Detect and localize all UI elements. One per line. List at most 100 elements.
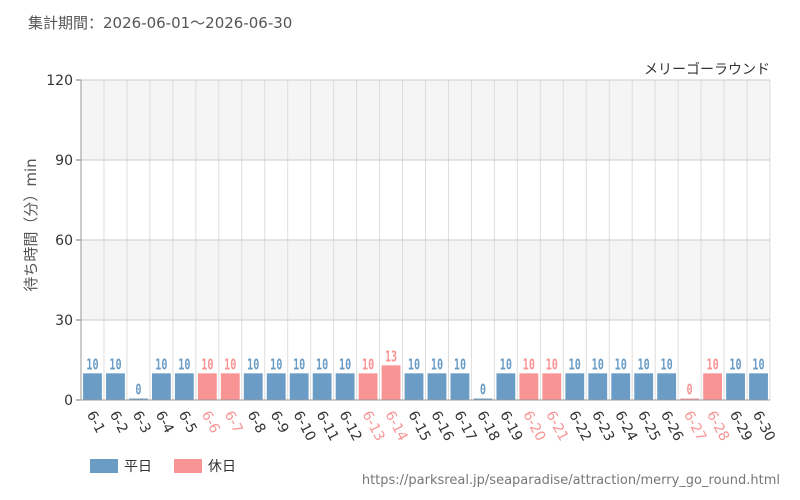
data-label-6-11: 10	[316, 356, 328, 374]
bar-6-26	[657, 373, 677, 400]
vertical-gridlines	[103, 80, 771, 400]
x-tick-label-6-19: 6-19	[496, 408, 525, 444]
bar-6-3	[129, 398, 148, 400]
bar-6-1	[83, 373, 102, 400]
bar-6-28	[703, 373, 722, 400]
x-tick-label-6-13: 6-13	[359, 408, 388, 444]
data-label-6-22: 10	[569, 356, 581, 374]
data-label-6-30: 10	[752, 356, 764, 374]
x-tick-label-6-22: 6-22	[565, 408, 594, 444]
data-label-6-17: 10	[454, 356, 466, 374]
bar-6-21	[542, 373, 562, 400]
x-tick-label-6-20: 6-20	[519, 408, 548, 444]
x-tick-label-6-28: 6-28	[703, 408, 732, 444]
x-tick-labels: 6-16-26-36-46-56-66-76-86-96-106-116-126…	[83, 408, 778, 444]
wait-time-bar-chart: 10 10 0 10 10 10 10 10 10 10 10 10 10 13 10 10 10 0 10 10 10…	[22, 61, 778, 444]
x-tick-label-6-24: 6-24	[611, 408, 640, 444]
data-label-6-12: 10	[339, 356, 351, 374]
data-label-6-8: 10	[247, 356, 259, 374]
x-tick-label-6-23: 6-23	[588, 408, 617, 444]
period-label: 集計期間：2026-06-01～2026-06-30	[28, 14, 293, 32]
x-tick-label-6-15: 6-15	[404, 408, 433, 444]
bar-6-27	[680, 398, 700, 400]
data-label-6-1: 10	[86, 356, 98, 374]
data-label-6-15: 10	[408, 356, 420, 374]
x-tick-label-6-4: 6-4	[152, 408, 177, 436]
legend-swatch-weekday	[90, 459, 118, 473]
data-label-6-10: 10	[293, 356, 305, 374]
bar-6-2	[106, 373, 125, 400]
x-tick-label-6-27: 6-27	[680, 408, 709, 444]
bar-6-10	[289, 373, 309, 400]
data-label-6-29: 10	[729, 356, 741, 374]
x-tick-label-6-29: 6-29	[726, 408, 755, 444]
x-tick-label-6-3: 6-3	[129, 408, 154, 436]
data-label-6-18: 0	[480, 382, 486, 400]
legend-label-holiday: 休日	[208, 459, 236, 475]
x-tick-label-6-2: 6-2	[106, 408, 131, 436]
x-tick-label-6-8: 6-8	[244, 408, 269, 436]
bar-6-29	[726, 373, 745, 400]
bar-6-17	[450, 373, 470, 400]
bar-6-19	[496, 373, 516, 400]
source-url: https://parksreal.jp/seaparadise/attract…	[361, 473, 780, 488]
x-tick-label-6-14: 6-14	[382, 408, 411, 444]
x-tick-label-6-1: 6-1	[83, 408, 108, 436]
bar-6-11	[312, 373, 332, 400]
data-labels-group: 10 10 0 10 10 10 10 10 10 10 10 10 10 13 10 10 10 0 10 10 10…	[86, 348, 764, 399]
y-tick-label: 60	[55, 233, 73, 249]
data-label-6-26: 10	[661, 356, 673, 374]
y-tick-labels: 0 30 60 90 120	[46, 73, 81, 409]
y-axis-label: 待ち時間（分）min	[22, 158, 40, 291]
data-label-6-24: 10	[615, 356, 627, 374]
data-label-6-23: 10	[592, 356, 604, 374]
legend-swatch-holiday	[174, 459, 202, 473]
data-label-6-4: 10	[155, 356, 167, 374]
bar-6-30	[749, 373, 768, 400]
data-label-6-2: 10	[109, 356, 121, 374]
data-label-6-6: 10	[201, 356, 213, 374]
bar-6-25	[634, 373, 654, 400]
data-label-6-14: 13	[385, 348, 397, 366]
legend: 平日 休日	[90, 456, 236, 476]
data-label-6-20: 10	[523, 356, 535, 374]
x-tick-label-6-11: 6-11	[313, 408, 342, 444]
x-tick-label-6-6: 6-6	[198, 408, 223, 436]
bar-6-7	[220, 373, 240, 400]
data-label-6-13: 10	[362, 356, 374, 374]
bar-6-8	[243, 373, 263, 400]
bar-6-6	[197, 373, 217, 400]
bar-6-22	[565, 373, 585, 400]
data-label-6-19: 10	[500, 356, 512, 374]
y-tick-label: 0	[64, 393, 73, 409]
legend-item-holiday: 休日	[174, 456, 236, 476]
x-tick-label-6-16: 6-16	[427, 408, 456, 444]
bar-6-9	[266, 373, 286, 400]
bar-6-13	[358, 373, 378, 400]
data-label-6-3: 0	[135, 382, 141, 400]
bar-6-4	[151, 373, 171, 400]
bar-6-23	[588, 373, 608, 400]
x-tick-label-6-17: 6-17	[450, 408, 479, 444]
data-label-6-16: 10	[431, 356, 443, 374]
data-label-6-9: 10	[270, 356, 282, 374]
legend-item-weekday: 平日	[90, 456, 152, 476]
bar-6-15	[404, 373, 424, 400]
y-tick-label: 120	[46, 73, 73, 89]
bar-6-20	[519, 373, 539, 400]
data-label-6-21: 10	[546, 356, 558, 374]
x-tick-label-6-25: 6-25	[634, 408, 663, 444]
x-tick-label-6-9: 6-9	[267, 408, 292, 436]
x-tick-label-6-18: 6-18	[473, 408, 502, 444]
x-tick-label-6-26: 6-26	[657, 408, 686, 444]
x-tick-label-6-12: 6-12	[336, 408, 365, 444]
data-label-6-27: 0	[687, 382, 693, 400]
data-label-6-7: 10	[224, 356, 236, 374]
x-tick-label-6-30: 6-30	[749, 408, 778, 444]
chart-title: メリーゴーラウンド	[644, 61, 770, 78]
bar-6-24	[611, 373, 631, 400]
data-label-6-5: 10	[178, 356, 190, 374]
data-label-6-25: 10	[638, 356, 650, 374]
x-tick-label-6-7: 6-7	[221, 408, 246, 436]
legend-label-weekday: 平日	[124, 459, 152, 475]
